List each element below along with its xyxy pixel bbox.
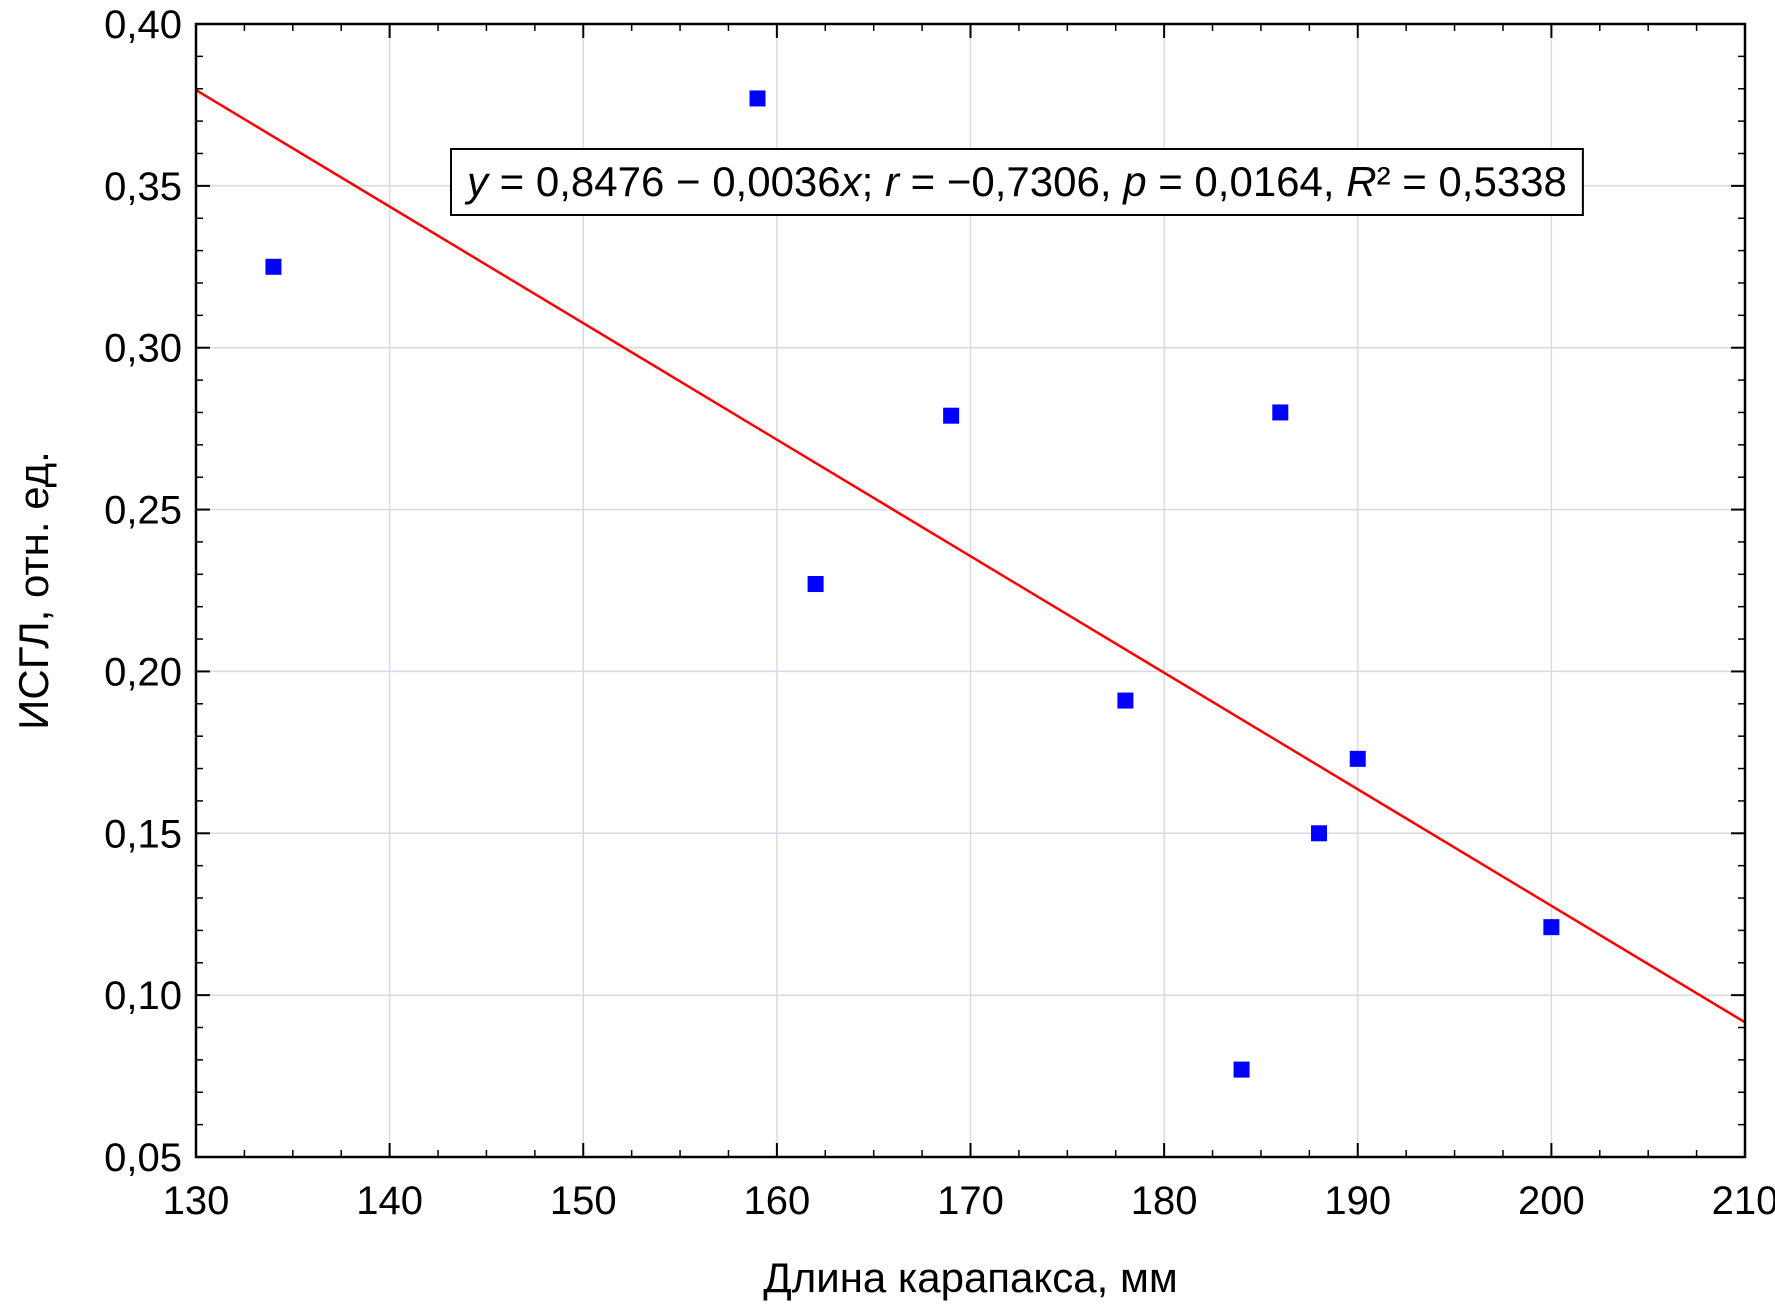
data-point [943,407,960,424]
regression-annotation: y = 0,8476 − 0,0036x; r = −0,7306, p = 0… [450,148,1584,216]
annotation-text: y = 0,8476 − 0,0036x; r = −0,7306, p = 0… [464,158,1567,205]
x-tick-label: 170 [937,1179,1004,1223]
x-tick-label: 200 [1518,1179,1585,1223]
annotation-text-part: = 0,8476 − 0,0036 [488,158,841,205]
data-points [265,90,1560,1078]
data-point [1233,1061,1250,1078]
y-tick-label: 0,15 [104,812,182,856]
x-tick-label: 180 [1131,1179,1198,1223]
x-tick-label: 150 [550,1179,617,1223]
tick-marks [195,23,1746,1158]
data-point [807,576,824,593]
annotation-text-part: R [1346,158,1376,205]
annotation-text-part: x [839,158,864,205]
annotation-text-part: = −0,7306, [899,158,1123,205]
y-tick-label: 0,40 [104,3,182,47]
data-point [1349,750,1366,767]
regression-line-group [195,88,1746,1024]
data-point [749,90,766,107]
x-tick-label: 210 [1712,1179,1775,1223]
y-tick-label: 0,30 [104,327,182,371]
annotation-text-part: p [1121,158,1146,205]
regression-line [195,88,1746,1024]
data-point [1543,919,1560,936]
x-tick-label: 190 [1324,1179,1391,1223]
y-tick-label: 0,25 [104,489,182,533]
y-tick-label: 0,05 [104,1136,182,1180]
x-tick-label: 160 [744,1179,811,1223]
y-tick-label: 0,20 [104,650,182,694]
y-tick-label: 0,10 [104,974,182,1018]
data-point [265,258,282,275]
y-tick-label: 0,35 [104,165,182,209]
x-tick-label: 130 [163,1179,230,1223]
annotation-text-part: r [885,158,901,205]
data-point [1272,404,1289,421]
data-point [1117,692,1134,709]
y-axis-title: ИСГЛ, отн. ед. [10,451,57,730]
annotation-box [450,148,1584,216]
y-tick-labels: 0,05 0,10 0,15 0,20 0,25 0,30 0,35 0,40 [104,3,182,1180]
data-point [1311,825,1328,842]
annotation-text-part: ; [862,158,885,205]
x-axis-title: Длина карапакса, мм [763,1254,1177,1301]
annotation-text-part: = 0,0164, [1147,158,1347,205]
annotation-text-part: ² = 0,5338 [1377,158,1567,205]
x-tick-labels: 130 140 150 160 170 180 190 200 210 [163,1179,1775,1223]
x-tick-label: 140 [356,1179,423,1223]
annotation-text-part: y [464,158,491,205]
